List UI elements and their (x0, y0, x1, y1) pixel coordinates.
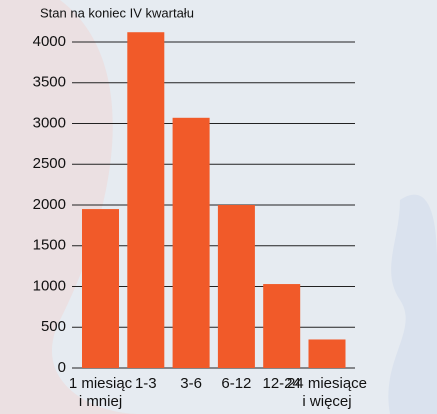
x-tick-label-line: 1 miesiąc (69, 375, 133, 392)
y-tick-label: 3000 (33, 114, 66, 131)
y-tick-label: 1000 (33, 277, 66, 294)
y-tick-label: 3500 (33, 74, 66, 91)
chart-title: Stan na koniec IV kwartału (40, 5, 194, 20)
y-tick-label: 1500 (33, 237, 66, 254)
y-tick-label: 2500 (33, 155, 66, 172)
y-tick-label: 4000 (33, 33, 66, 50)
y-tick-label: 0 (58, 359, 66, 376)
bar (82, 209, 119, 368)
y-tick-label: 500 (41, 318, 66, 335)
bar (308, 339, 346, 368)
x-tick-label-line: i mniej (79, 393, 122, 410)
x-tick-label: 6-12 (221, 375, 251, 392)
x-tick-label: 3-6 (180, 375, 202, 392)
x-tick-label-line: 3-6 (180, 375, 202, 392)
x-tick-label-line: 1-3 (135, 375, 157, 392)
x-tick-label: 1-3 (135, 375, 157, 392)
x-tick-label-line: 12-24 (263, 375, 301, 392)
bar (263, 284, 301, 368)
x-tick-label: 1 miesiąc i mniej (69, 375, 133, 410)
x-tick-label-line: 24 miesiące (287, 375, 367, 392)
x-tick-label-line: i więcej (302, 393, 351, 410)
watermark (0, 0, 140, 414)
bar (172, 117, 210, 368)
x-tick-label-line: 6-12 (221, 375, 251, 392)
y-tick-label: 2000 (33, 196, 66, 213)
bar (127, 32, 165, 368)
bar (217, 205, 255, 368)
watermark (388, 194, 437, 414)
x-tick-label: 24 miesiące i więcej (287, 375, 367, 410)
x-tick-label: 12-24 (263, 375, 301, 392)
